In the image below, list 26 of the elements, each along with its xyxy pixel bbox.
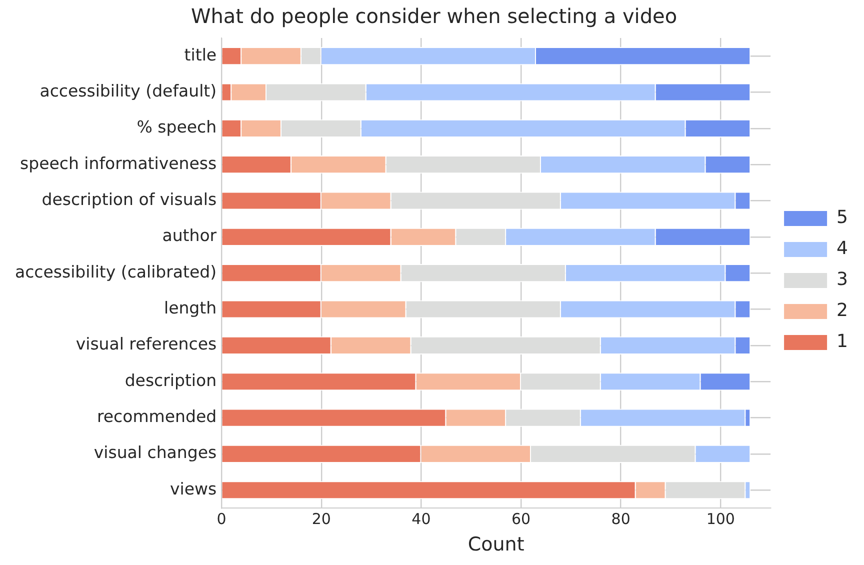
y-tick-label: recommended bbox=[96, 407, 217, 426]
y-tick-label: views bbox=[170, 479, 217, 498]
legend-label: 5 bbox=[836, 207, 848, 228]
x-tick-label: 100 bbox=[706, 510, 735, 528]
y-tick-label: description bbox=[124, 370, 217, 390]
y-tick-label: length bbox=[164, 298, 217, 318]
y-tick-label: accessibility (default) bbox=[40, 82, 217, 101]
y-tick-label: speech informativeness bbox=[20, 154, 217, 173]
y-tick-label: author bbox=[162, 226, 217, 246]
legend-label: 3 bbox=[836, 269, 848, 290]
x-tick-label: 60 bbox=[511, 510, 531, 528]
x-tick-label: 40 bbox=[412, 510, 431, 528]
y-tick-label: visual references bbox=[76, 334, 217, 354]
y-tick-label: % speech bbox=[136, 118, 217, 137]
legend-label: 1 bbox=[836, 331, 848, 352]
chart-title: What do people consider when selecting a video bbox=[190, 4, 678, 28]
y-tick-label: title bbox=[184, 45, 217, 64]
legend-label: 2 bbox=[836, 300, 848, 322]
y-tick-label: accessibility (calibrated) bbox=[15, 262, 217, 282]
x-tick-label: 80 bbox=[611, 510, 630, 528]
legend-label: 4 bbox=[836, 238, 848, 260]
x-tick-label: 0 bbox=[216, 510, 226, 528]
y-tick-label: description of visuals bbox=[42, 190, 217, 210]
x-tick-label: 20 bbox=[312, 510, 331, 528]
x-axis-title: Count bbox=[468, 534, 524, 556]
y-tick-label: visual changes bbox=[94, 443, 217, 462]
